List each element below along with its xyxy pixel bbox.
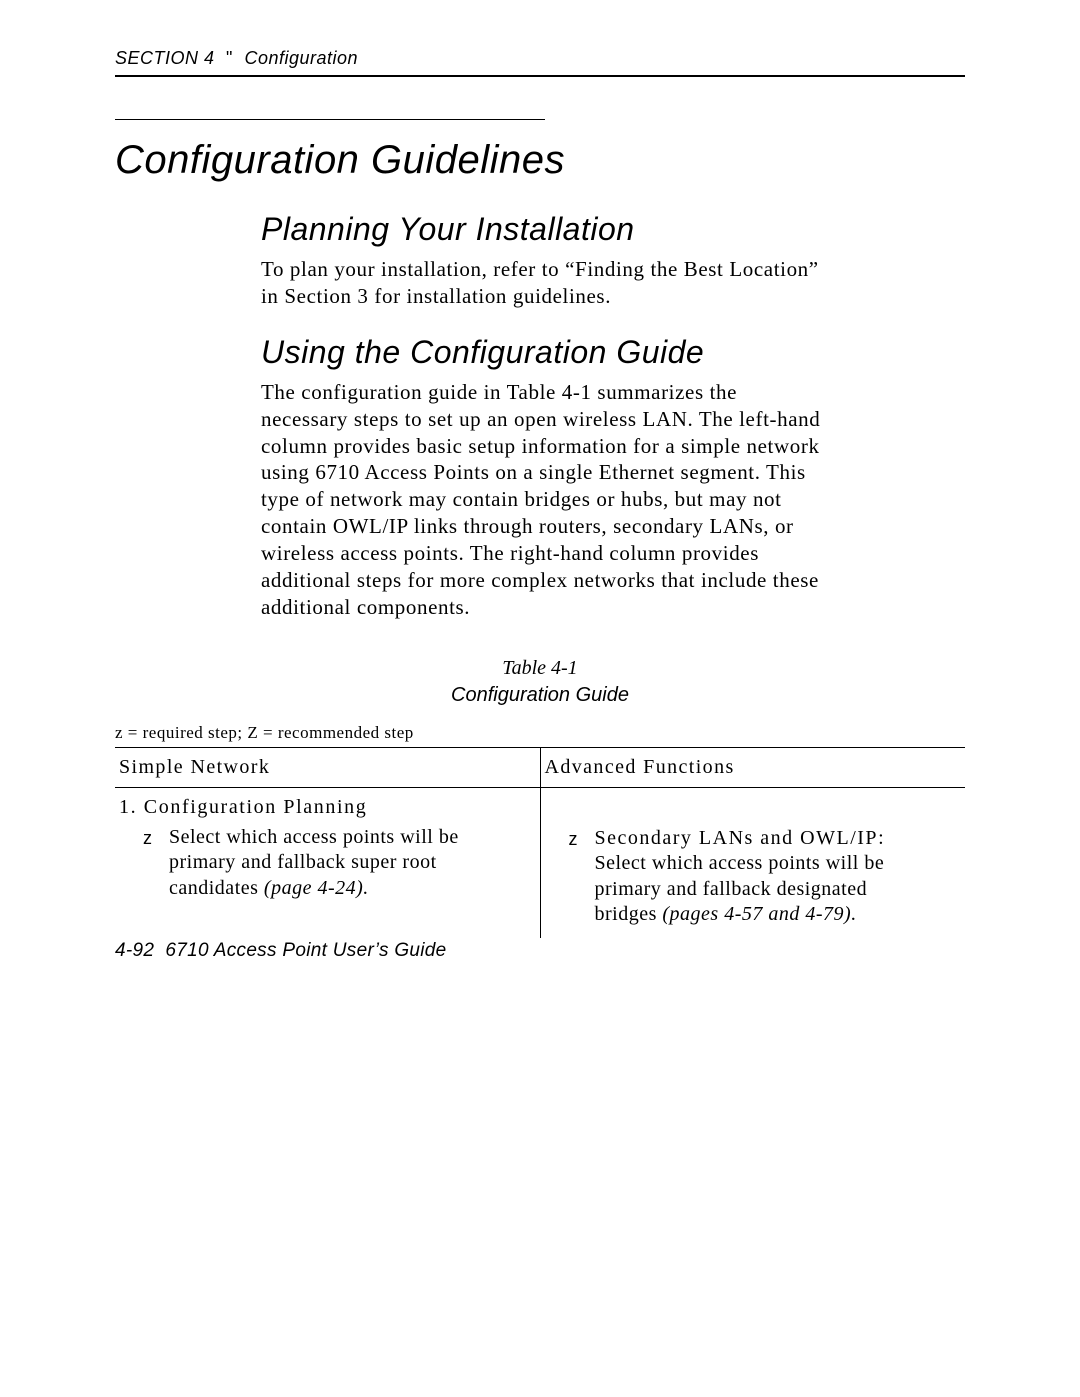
- table-row: 1. Configuration Planning z Select which…: [115, 787, 965, 938]
- required-mark-icon: z: [143, 827, 157, 850]
- section-rule: [115, 119, 545, 120]
- right-step-prefix: Secondary LANs and OWL/IP: [595, 827, 879, 849]
- footer-page-number: 4-92: [115, 940, 154, 961]
- table-caption-number: Table 4-1: [502, 657, 577, 679]
- content-block: Planning Your Installation To plan your …: [261, 211, 965, 621]
- table-caption: Table 4-1 Configuration Guide: [115, 655, 965, 709]
- footer-title: 6710 Access Point User’s Guide: [165, 940, 446, 961]
- planning-heading: Planning Your Installation: [261, 211, 965, 248]
- cell-left: 1. Configuration Planning z Select which…: [115, 787, 540, 938]
- using-body: The configuration guide in Table 4-1 sum…: [261, 379, 821, 621]
- right-step-ref: (pages 4-57 and 4-79).: [662, 903, 856, 925]
- planning-body: To plan your installation, refer to “Fin…: [261, 256, 821, 310]
- required-mark-icon: z: [569, 828, 583, 851]
- using-heading: Using the Configuration Guide: [261, 334, 965, 371]
- page-footer: 4-92 6710 Access Point User’s Guide: [115, 940, 447, 962]
- main-heading: Configuration Guidelines: [115, 138, 965, 183]
- header-separator: ": [226, 48, 233, 68]
- config-table: Simple Network Advanced Functions 1. Con…: [115, 747, 965, 938]
- table-legend: z = required step; Z = recommended step: [115, 723, 965, 743]
- spacer: [545, 794, 956, 826]
- left-step: z Select which access points will be pri…: [143, 825, 530, 902]
- left-step-text: Select which access points will be prima…: [169, 825, 509, 902]
- table-header-row: Simple Network Advanced Functions: [115, 747, 965, 787]
- header-section-title: Configuration: [244, 48, 358, 68]
- running-header: SECTION 4 " Configuration: [115, 48, 965, 77]
- header-section-label: SECTION 4: [115, 48, 215, 68]
- table-section-title: 1. Configuration Planning: [119, 796, 530, 819]
- right-step: z Secondary LANs and OWL/IP: Select whic…: [569, 826, 956, 928]
- left-step-ref: (page 4-24).: [264, 877, 369, 899]
- page: SECTION 4 " Configuration Configuration …: [0, 0, 1080, 1397]
- table-caption-title: Configuration Guide: [451, 684, 629, 706]
- cell-right: z Secondary LANs and OWL/IP: Select whic…: [540, 787, 965, 938]
- col-header-right: Advanced Functions: [540, 747, 965, 787]
- right-step-text: Secondary LANs and OWL/IP: Select which …: [595, 826, 935, 928]
- col-header-left: Simple Network: [115, 747, 540, 787]
